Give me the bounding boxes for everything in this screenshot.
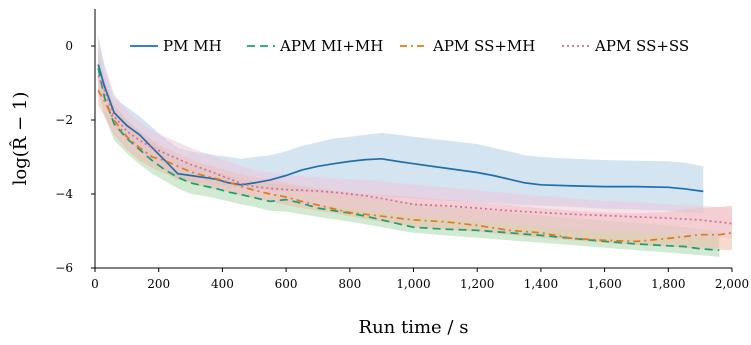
x-tick-label: 200 [147, 277, 170, 291]
x-axis-label: Run time / s [359, 317, 469, 338]
x-tick-label: 600 [275, 277, 298, 291]
y-axis-label: log(R̂ − 1) [9, 92, 31, 186]
legend-entry: APM MI+MH [279, 37, 383, 55]
line-pm-mh [97, 64, 704, 193]
band-apm-ss-ss [98, 38, 732, 239]
line-apm-mi-mh [97, 68, 720, 252]
legend-entry: APM SS+MH [432, 37, 535, 55]
line-apm-ss-ss [97, 75, 733, 225]
series-lines [97, 64, 733, 252]
confidence-bands [98, 34, 732, 257]
y-tick-label: −4 [55, 187, 73, 201]
x-tick-label: 400 [211, 277, 234, 291]
x-tick-label: 1,600 [587, 277, 621, 291]
legend-entry: PM MH [163, 37, 222, 55]
x-tick-label: 1,400 [524, 277, 558, 291]
y-ticks: −6 −4 −2 0 [55, 39, 95, 275]
x-tick-label: 1,000 [396, 277, 430, 291]
x-tick-label: 0 [91, 277, 99, 291]
band-apm-mi-mh [98, 49, 720, 257]
x-tick-label: 2,000 [715, 277, 749, 291]
legend-entry: APM SS+SS [594, 37, 689, 55]
x-ticks: 0 200 400 600 800 1,000 1,200 1,400 1,600 1,800 2,… [91, 268, 749, 291]
y-tick-label: −6 [55, 261, 73, 275]
y-tick-label: −2 [55, 113, 73, 127]
y-tick-label: 0 [65, 39, 73, 53]
x-tick-label: 1,200 [460, 277, 494, 291]
legend: PM MH APM MI+MH APM SS+MH APM SS+SS [130, 37, 689, 55]
x-tick-label: 800 [338, 277, 361, 291]
x-tick-label: 1,800 [651, 277, 685, 291]
